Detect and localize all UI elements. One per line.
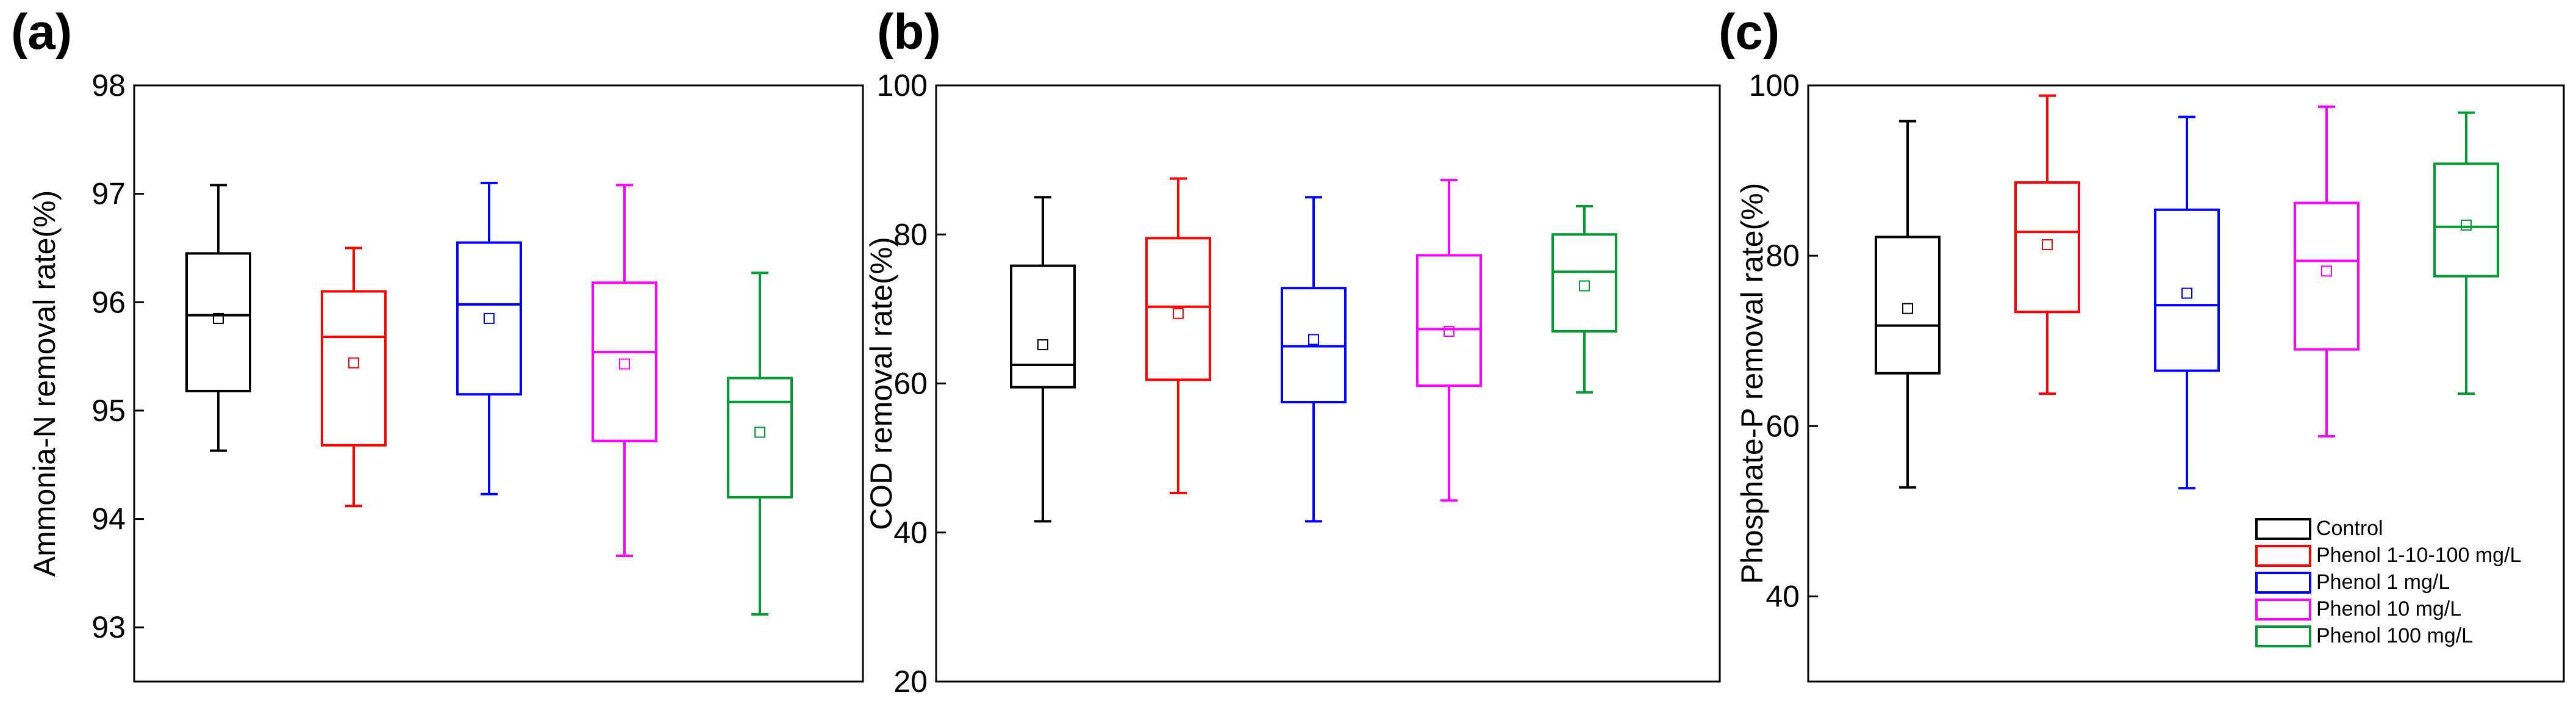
y-tick-label: 80 [1766, 239, 1800, 273]
iqr-box [456, 241, 522, 396]
y-axis-label: Ammonia-N removal rate(%) [27, 190, 62, 577]
box-5 [727, 272, 793, 616]
box-2 [321, 247, 387, 508]
y-tick-label: 40 [893, 516, 928, 550]
y-tick-label: 96 [91, 285, 126, 319]
iqr-box [321, 290, 387, 447]
box-2 [1145, 177, 1211, 495]
y-tick-label: 80 [893, 217, 928, 251]
mean-marker [2321, 265, 2332, 277]
mean-marker [1037, 339, 1048, 350]
legend-swatch [2255, 518, 2311, 540]
chart-panel-a: (a) 93 94 95 96 97 98 Ammonia-N removal rate(%) [11, 4, 864, 683]
y-tick-label: 40 [1766, 579, 1800, 613]
legend-swatch [2255, 625, 2311, 647]
box-4 [1416, 179, 1482, 502]
panel-label: (a) [11, 4, 72, 60]
mean-marker [484, 312, 495, 324]
box-3 [456, 181, 522, 495]
legend-label: Control [2316, 517, 2383, 540]
legend-swatch [2255, 599, 2311, 621]
mean-marker [2461, 219, 2472, 231]
box-3 [1281, 196, 1347, 523]
mean-marker [2181, 287, 2192, 299]
box-4 [592, 184, 657, 557]
mean-marker [1579, 280, 1590, 292]
iqr-box [185, 252, 251, 392]
y-axis-label: COD removal rate(%) [864, 237, 898, 530]
iqr-box [1145, 237, 1211, 381]
y-tick-label: 20 [893, 664, 928, 699]
y-tick-label: 97 [91, 177, 126, 211]
box-3 [2154, 115, 2220, 490]
iqr-box [1551, 233, 1617, 333]
legend-label: Phenol 1-10-100 mg/L [2316, 544, 2521, 567]
mean-marker [213, 312, 224, 324]
box-5 [2433, 111, 2499, 395]
mean-marker [2042, 239, 2053, 250]
y-axis-label: Phosphate-P removal rate(%) [1735, 183, 1769, 585]
y-tick-label: 100 [877, 68, 928, 103]
iqr-box [1416, 254, 1482, 387]
legend-label: Phenol 1 mg/L [2316, 570, 2450, 594]
chart-panel-b: (b) 20 40 60 80 100 COD removal rate(%) [864, 4, 1721, 699]
mean-marker [1444, 326, 1454, 337]
y-tick-label: 95 [91, 394, 126, 428]
mean-marker [1902, 303, 1913, 314]
iqr-box [1010, 264, 1076, 389]
mean-marker [1308, 334, 1319, 345]
iqr-box [1875, 236, 1941, 375]
plot-frame [1807, 84, 2565, 683]
panel-label: (c) [1719, 4, 1780, 60]
box-1 [1875, 120, 1941, 489]
legend-swatch [2255, 572, 2311, 594]
plot-frame [133, 84, 864, 683]
iqr-box [727, 376, 793, 499]
box-1 [1010, 196, 1076, 523]
iqr-box [592, 281, 657, 442]
mean-marker [619, 358, 630, 370]
box-5 [1551, 204, 1617, 394]
box-2 [2014, 94, 2080, 395]
mean-marker [754, 426, 765, 438]
iqr-box [2154, 208, 2220, 372]
panel-label: (b) [877, 4, 941, 60]
y-tick-label: 60 [893, 367, 928, 401]
mean-marker [348, 357, 359, 369]
iqr-box [2433, 162, 2499, 278]
legend-label: Phenol 10 mg/L [2316, 597, 2461, 621]
box-4 [2294, 105, 2360, 438]
iqr-box [2294, 201, 2360, 351]
box-1 [185, 184, 251, 452]
y-tick-label: 100 [1749, 68, 1800, 103]
iqr-box [2014, 181, 2080, 314]
legend-swatch [2255, 545, 2311, 567]
y-tick-label: 60 [1766, 409, 1800, 443]
y-tick-label: 93 [91, 610, 126, 644]
mean-marker [1173, 308, 1184, 319]
plot-frame [935, 84, 1721, 683]
y-tick-label: 94 [91, 502, 126, 536]
y-tick-label: 98 [91, 68, 126, 103]
legend-label: Phenol 100 mg/L [2316, 624, 2473, 647]
chart-panel-c: (c) 40 60 80 100 Phosphate-P removal rate(%) [1719, 4, 2565, 683]
legend: Control Phenol 1-10-100 mg/L Phenol 1 mg/L… [2255, 517, 2521, 647]
